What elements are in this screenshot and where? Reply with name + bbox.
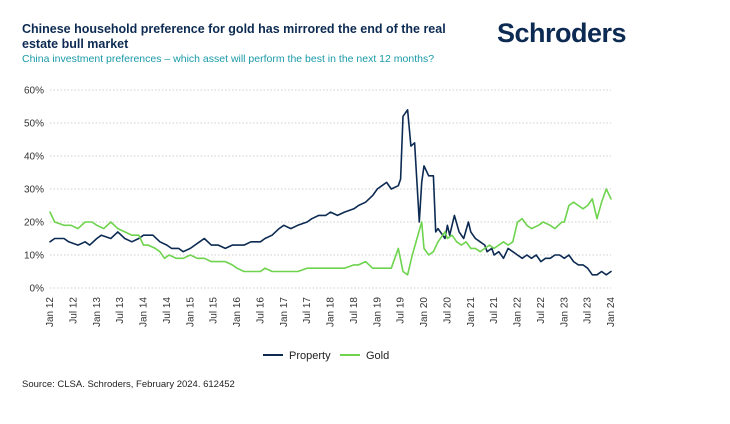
y-tick-label: 20% xyxy=(24,218,44,229)
x-tick-label: Jan 12 xyxy=(45,297,56,327)
x-tick-label: Jan 16 xyxy=(232,297,243,327)
x-tick-label: Jan 13 xyxy=(92,297,103,327)
x-tick-label: Jan 17 xyxy=(279,297,290,327)
x-tick-label: Jul 18 xyxy=(349,297,360,324)
x-tick-label: Jul 21 xyxy=(489,297,500,324)
chart-title: Chinese household preference for gold ha… xyxy=(22,22,446,51)
x-tick-label: Jan 15 xyxy=(185,297,196,327)
x-tick-label: Jul 23 xyxy=(583,297,594,324)
y-tick-label: 30% xyxy=(24,185,44,196)
grid-lines xyxy=(50,89,611,289)
x-tick-label: Jul 12 xyxy=(68,297,79,324)
x-tick-label: Jul 16 xyxy=(255,297,266,324)
series-group xyxy=(49,109,612,276)
x-tick-label: Jan 14 xyxy=(139,297,150,327)
x-tick-label: Jul 20 xyxy=(442,297,453,324)
series-line-gold xyxy=(49,188,612,276)
y-tick-label: 0% xyxy=(30,284,45,295)
x-tick-label: Jan 18 xyxy=(326,297,337,327)
schroders-logo: Schroders xyxy=(497,18,627,48)
x-tick-label: Jan 20 xyxy=(419,297,430,327)
x-tick-label: Jul 17 xyxy=(302,297,313,324)
x-tick-label: Jul 22 xyxy=(536,297,547,324)
x-axis-ticks: Jan 12 Jul 12 Jan 13 Jul 13 Jan 14 Jul 14 Jan … xyxy=(45,297,617,327)
x-tick-label: Jan 19 xyxy=(372,297,383,327)
x-tick-label: Jan 23 xyxy=(559,297,570,327)
x-tick-label: Jul 15 xyxy=(209,297,220,324)
chart-subtitle: China investment preferences – which ass… xyxy=(22,53,435,65)
series-line-property xyxy=(49,109,612,276)
x-tick-label: Jul 14 xyxy=(162,297,173,324)
y-tick-label: 60% xyxy=(24,86,44,97)
y-tick-label: 40% xyxy=(24,152,44,163)
x-tick-label: Jan 22 xyxy=(513,297,524,327)
x-tick-label: Jan 24 xyxy=(606,297,617,327)
x-tick-label: Jul 19 xyxy=(396,297,407,324)
x-tick-label: Jul 13 xyxy=(115,297,126,324)
legend: Property Gold xyxy=(263,350,389,362)
legend-label-property: Property xyxy=(289,350,331,362)
y-tick-label: 50% xyxy=(24,119,44,130)
legend-label-gold: Gold xyxy=(366,350,389,362)
x-tick-label: Jan 21 xyxy=(466,297,477,327)
source-note: Source: CLSA. Schroders, February 2024. … xyxy=(22,379,235,390)
y-axis-ticks: 0% 10% 20% 30% 40% 50% 60% xyxy=(24,86,44,295)
y-tick-label: 10% xyxy=(24,251,44,262)
